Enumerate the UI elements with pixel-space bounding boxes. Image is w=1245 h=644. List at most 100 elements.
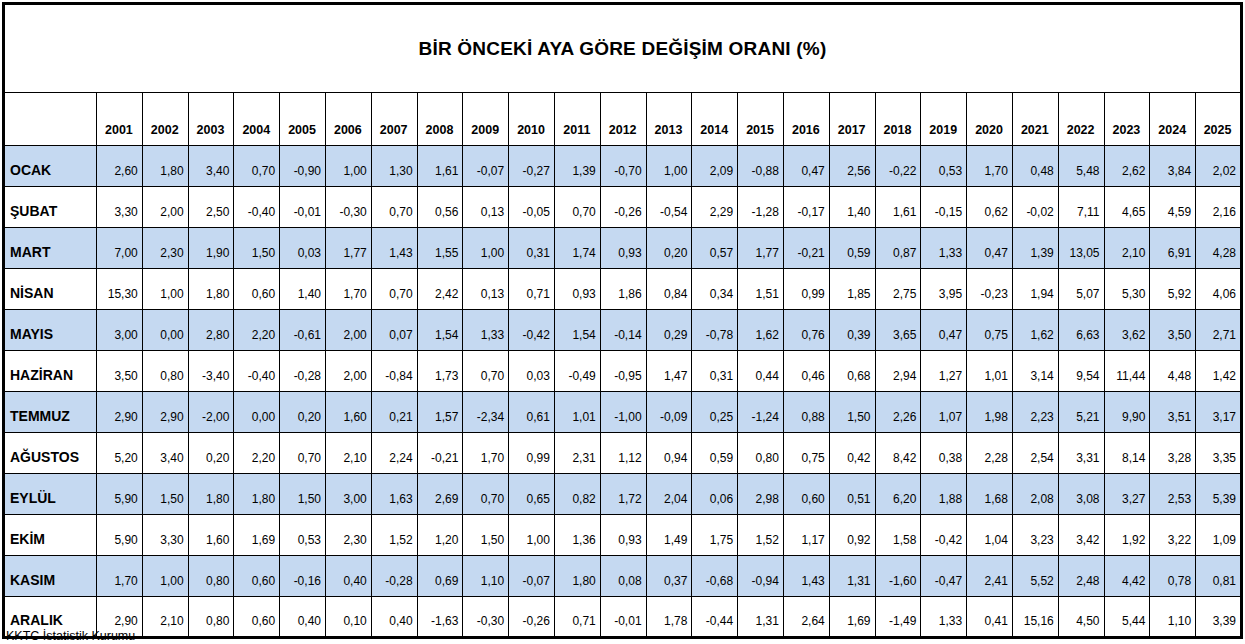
value-cell-hazi̇ran-2014: 0,31 <box>692 351 738 392</box>
year-header-row: 2001200220032004200520062007200820092010… <box>4 93 1242 146</box>
value-cell-hazi̇ran-2003: -3,40 <box>188 351 234 392</box>
value-cell-eylül-2022: 3,08 <box>1058 474 1104 515</box>
value-cell-ağustos-2024: 3,28 <box>1150 433 1196 474</box>
value-cell-kasim-2015: -0,94 <box>738 556 784 597</box>
value-cell-hazi̇ran-2002: 0,80 <box>142 351 188 392</box>
value-cell-aralik-2010: -0,26 <box>509 597 555 638</box>
value-cell-kasim-2016: 1,43 <box>783 556 829 597</box>
value-cell-mart-2010: 0,31 <box>509 228 555 269</box>
value-cell-kasim-2020: 2,41 <box>967 556 1013 597</box>
value-cell-ocak-2024: 3,84 <box>1150 146 1196 187</box>
value-cell-eylül-2016: 0,60 <box>783 474 829 515</box>
value-cell-ni̇san-2016: 0,99 <box>783 269 829 310</box>
value-cell-kasim-2006: 0,40 <box>325 556 371 597</box>
title-row: BİR ÖNCEKİ AYA GÖRE DEĞİŞİM ORANI (%) <box>4 4 1242 93</box>
value-cell-hazi̇ran-2004: -0,40 <box>234 351 280 392</box>
month-label: NİSAN <box>4 269 97 310</box>
value-cell-aralik-2011: 0,71 <box>554 597 600 638</box>
value-cell-ocak-2002: 1,80 <box>142 146 188 187</box>
value-cell-mayis-2006: 2,00 <box>325 310 371 351</box>
value-cell-mart-2005: 0,03 <box>280 228 326 269</box>
value-cell-mayis-2020: 0,75 <box>967 310 1013 351</box>
table-row-kasim: KASIM1,701,000,800,60-0,160,40-0,280,691… <box>4 556 1242 597</box>
value-cell-kasim-2025: 0,81 <box>1196 556 1242 597</box>
value-cell-mart-2012: 0,93 <box>600 228 646 269</box>
value-cell-şubat-2020: 0,62 <box>967 187 1013 228</box>
value-cell-şubat-2009: 0,13 <box>463 187 509 228</box>
value-cell-temmuz-2001: 2,90 <box>97 392 143 433</box>
value-cell-eki̇m-2017: 0,92 <box>829 515 875 556</box>
value-cell-kasim-2023: 4,42 <box>1104 556 1150 597</box>
year-header-2018: 2018 <box>875 93 921 146</box>
corner-cell <box>4 93 97 146</box>
value-cell-ağustos-2017: 0,42 <box>829 433 875 474</box>
value-cell-aralik-2014: -0,44 <box>692 597 738 638</box>
value-cell-eylül-2005: 1,50 <box>280 474 326 515</box>
month-label: TEMMUZ <box>4 392 97 433</box>
value-cell-mayis-2011: 1,54 <box>554 310 600 351</box>
value-cell-aralik-2020: 0,41 <box>967 597 1013 638</box>
value-cell-eki̇m-2013: 1,49 <box>646 515 692 556</box>
value-cell-ocak-2014: 2,09 <box>692 146 738 187</box>
value-cell-aralik-2009: -0,30 <box>463 597 509 638</box>
value-cell-mart-2019: 1,33 <box>921 228 967 269</box>
month-label: OCAK <box>4 146 97 187</box>
table-row-eki̇m: EKİM5,903,301,601,690,532,301,521,201,50… <box>4 515 1242 556</box>
value-cell-eylül-2014: 0,06 <box>692 474 738 515</box>
value-cell-hazi̇ran-2013: 1,47 <box>646 351 692 392</box>
value-cell-mart-2025: 4,28 <box>1196 228 1242 269</box>
value-cell-şubat-2012: -0,26 <box>600 187 646 228</box>
value-cell-aralik-2004: 0,60 <box>234 597 280 638</box>
value-cell-ni̇san-2002: 1,00 <box>142 269 188 310</box>
value-cell-eylül-2001: 5,90 <box>97 474 143 515</box>
value-cell-mart-2022: 13,05 <box>1058 228 1104 269</box>
value-cell-eki̇m-2025: 1,09 <box>1196 515 1242 556</box>
month-label: MART <box>4 228 97 269</box>
year-header-2007: 2007 <box>371 93 417 146</box>
value-cell-mayis-2004: 2,20 <box>234 310 280 351</box>
table-row-şubat: ŞUBAT3,302,002,50-0,40-0,01-0,300,700,56… <box>4 187 1242 228</box>
value-cell-aralik-2003: 0,80 <box>188 597 234 638</box>
value-cell-temmuz-2005: 0,20 <box>280 392 326 433</box>
value-cell-eki̇m-2009: 1,50 <box>463 515 509 556</box>
value-cell-mayis-2016: 0,76 <box>783 310 829 351</box>
value-cell-temmuz-2017: 1,50 <box>829 392 875 433</box>
value-cell-temmuz-2016: 0,88 <box>783 392 829 433</box>
value-cell-eylül-2004: 1,80 <box>234 474 280 515</box>
value-cell-şubat-2025: 2,16 <box>1196 187 1242 228</box>
value-cell-ağustos-2023: 8,14 <box>1104 433 1150 474</box>
year-header-2022: 2022 <box>1058 93 1104 146</box>
value-cell-kasim-2024: 0,78 <box>1150 556 1196 597</box>
value-cell-hazi̇ran-2005: -0,28 <box>280 351 326 392</box>
value-cell-ni̇san-2021: 1,94 <box>1012 269 1058 310</box>
value-cell-hazi̇ran-2023: 11,44 <box>1104 351 1150 392</box>
value-cell-eki̇m-2022: 3,42 <box>1058 515 1104 556</box>
table-title: BİR ÖNCEKİ AYA GÖRE DEĞİŞİM ORANI (%) <box>4 4 1242 93</box>
value-cell-kasim-2003: 0,80 <box>188 556 234 597</box>
change-rate-table: BİR ÖNCEKİ AYA GÖRE DEĞİŞİM ORANI (%) 20… <box>2 2 1243 639</box>
value-cell-ocak-2025: 2,02 <box>1196 146 1242 187</box>
value-cell-ni̇san-2001: 15,30 <box>97 269 143 310</box>
value-cell-hazi̇ran-2007: -0,84 <box>371 351 417 392</box>
value-cell-ocak-2006: 1,00 <box>325 146 371 187</box>
value-cell-ağustos-2016: 0,75 <box>783 433 829 474</box>
value-cell-mart-2001: 7,00 <box>97 228 143 269</box>
value-cell-eki̇m-2012: 0,93 <box>600 515 646 556</box>
value-cell-eki̇m-2020: 1,04 <box>967 515 1013 556</box>
value-cell-aralik-2016: 2,64 <box>783 597 829 638</box>
value-cell-şubat-2013: -0,54 <box>646 187 692 228</box>
value-cell-aralik-2023: 5,44 <box>1104 597 1150 638</box>
value-cell-eylül-2013: 2,04 <box>646 474 692 515</box>
value-cell-kasim-2012: 0,08 <box>600 556 646 597</box>
value-cell-mart-2014: 0,57 <box>692 228 738 269</box>
value-cell-temmuz-2003: -2,00 <box>188 392 234 433</box>
value-cell-eylül-2009: 0,70 <box>463 474 509 515</box>
value-cell-şubat-2001: 3,30 <box>97 187 143 228</box>
value-cell-şubat-2021: -0,02 <box>1012 187 1058 228</box>
value-cell-eki̇m-2018: 1,58 <box>875 515 921 556</box>
value-cell-şubat-2002: 2,00 <box>142 187 188 228</box>
value-cell-şubat-2008: 0,56 <box>417 187 463 228</box>
value-cell-ni̇san-2008: 2,42 <box>417 269 463 310</box>
value-cell-temmuz-2011: 1,01 <box>554 392 600 433</box>
value-cell-eylül-2019: 1,88 <box>921 474 967 515</box>
